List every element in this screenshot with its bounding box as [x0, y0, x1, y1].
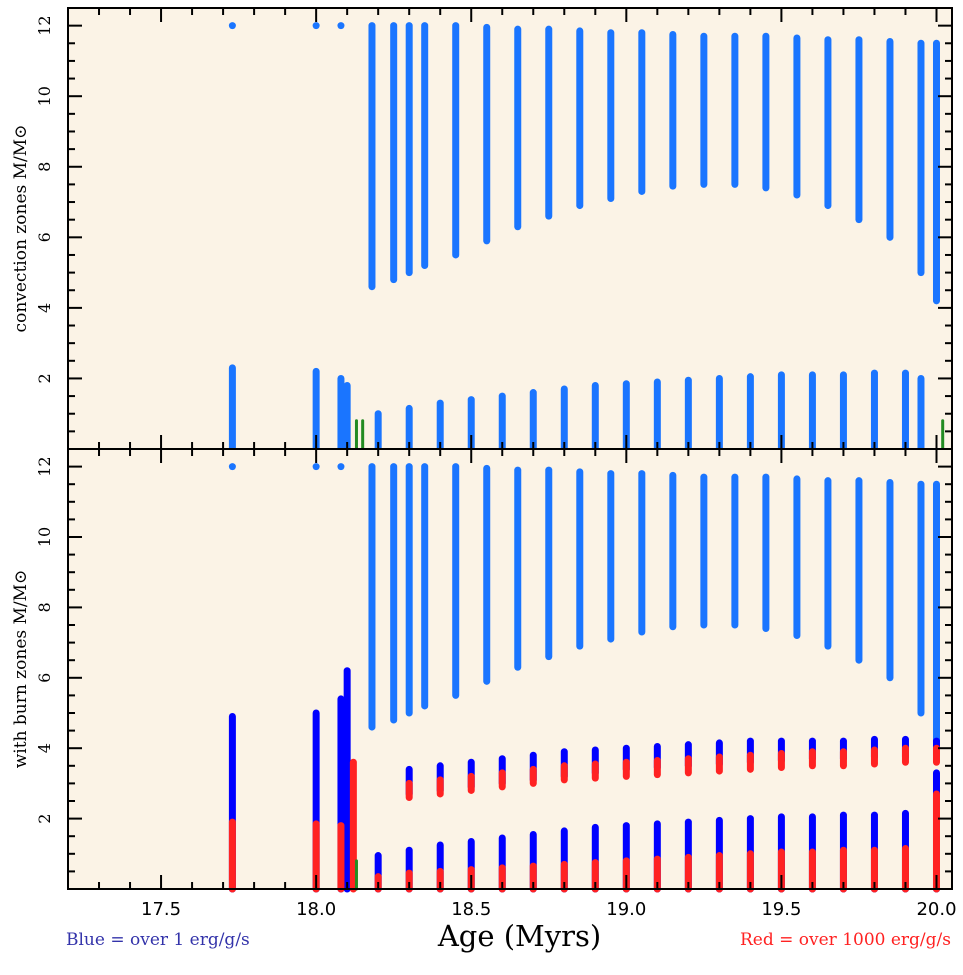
convection-point: [228, 463, 236, 471]
y-tick-label: 8: [35, 162, 54, 172]
y-axis-label: convection zones M/M⊙: [11, 125, 31, 333]
y-tick-label: 2: [35, 814, 54, 824]
convection-point: [312, 463, 320, 471]
convection-point: [312, 22, 320, 30]
plot-background: [68, 449, 952, 889]
legend-note-blue: Blue = over 1 erg/g/s: [66, 930, 250, 950]
legend-note-red: Red = over 1000 erg/g/s: [739, 930, 951, 950]
plot-frame: [67, 448, 953, 890]
x-tick-label: 19.0: [606, 899, 646, 920]
y-tick-label: 6: [35, 232, 54, 242]
y-tick-label: 10: [35, 86, 54, 106]
plot-background: [68, 8, 952, 449]
y-tick-label: 6: [35, 673, 54, 683]
convection-point: [228, 22, 236, 30]
x-tick-label: 18.5: [451, 899, 491, 920]
x-tick-label: 19.5: [761, 899, 801, 920]
x-axis-label: Age (Myrs): [0, 919, 963, 953]
y-tick-label: 12: [35, 15, 54, 35]
y-tick-label: 2: [35, 373, 54, 383]
x-tick-label: 18.0: [296, 899, 336, 920]
y-tick-label: 10: [35, 527, 54, 547]
x-tick-label: 20.0: [916, 899, 956, 920]
y-tick-label: 12: [35, 456, 54, 476]
y-tick-label: 8: [35, 602, 54, 612]
y-tick-label: 4: [35, 303, 54, 313]
convection-point: [337, 463, 345, 471]
x-tick-label: 17.5: [141, 899, 181, 920]
y-tick-label: 4: [35, 743, 54, 753]
convection-point: [337, 22, 345, 30]
y-axis-label: with burn zones M/M⊙: [11, 570, 31, 769]
x-axis-label-text: Age (Myrs): [437, 919, 602, 953]
